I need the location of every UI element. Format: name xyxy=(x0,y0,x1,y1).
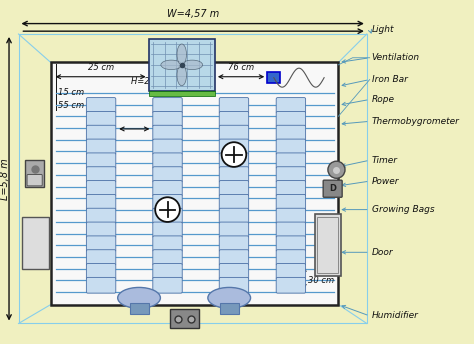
FancyBboxPatch shape xyxy=(219,264,249,279)
FancyBboxPatch shape xyxy=(153,125,182,141)
Ellipse shape xyxy=(177,65,186,86)
Text: 55 cm: 55 cm xyxy=(58,101,84,110)
FancyBboxPatch shape xyxy=(153,98,182,113)
FancyBboxPatch shape xyxy=(276,250,306,266)
FancyBboxPatch shape xyxy=(86,277,116,293)
FancyBboxPatch shape xyxy=(219,167,249,182)
FancyBboxPatch shape xyxy=(276,194,306,210)
FancyBboxPatch shape xyxy=(153,208,182,224)
Bar xyxy=(22,217,49,269)
FancyBboxPatch shape xyxy=(219,236,249,251)
Text: H=2,74 m: H=2,74 m xyxy=(131,77,174,86)
FancyBboxPatch shape xyxy=(276,181,306,196)
Bar xyxy=(25,160,44,187)
Text: D: D xyxy=(329,184,336,193)
Text: Light: Light xyxy=(372,25,394,34)
FancyBboxPatch shape xyxy=(219,153,249,169)
Circle shape xyxy=(222,142,246,167)
Bar xyxy=(220,303,239,314)
Ellipse shape xyxy=(161,60,182,69)
FancyBboxPatch shape xyxy=(323,180,342,197)
FancyBboxPatch shape xyxy=(276,236,306,251)
FancyBboxPatch shape xyxy=(153,111,182,127)
FancyBboxPatch shape xyxy=(276,277,306,293)
FancyBboxPatch shape xyxy=(276,125,306,141)
Bar xyxy=(318,217,338,273)
FancyBboxPatch shape xyxy=(86,98,116,113)
Bar xyxy=(129,303,148,314)
FancyBboxPatch shape xyxy=(219,98,249,113)
FancyBboxPatch shape xyxy=(276,264,306,279)
FancyBboxPatch shape xyxy=(219,181,249,196)
FancyBboxPatch shape xyxy=(276,153,306,169)
FancyBboxPatch shape xyxy=(86,181,116,196)
Text: Growing Bags: Growing Bags xyxy=(372,205,434,214)
Text: 30 cm: 30 cm xyxy=(308,276,334,285)
FancyBboxPatch shape xyxy=(153,153,182,169)
Bar xyxy=(148,39,215,91)
Bar xyxy=(315,214,341,276)
FancyBboxPatch shape xyxy=(27,174,42,186)
Circle shape xyxy=(328,161,345,178)
FancyBboxPatch shape xyxy=(86,236,116,251)
Ellipse shape xyxy=(177,44,186,65)
FancyBboxPatch shape xyxy=(276,111,306,127)
Text: Door: Door xyxy=(372,248,393,257)
FancyBboxPatch shape xyxy=(219,125,249,141)
Text: Iron Bar: Iron Bar xyxy=(372,75,408,84)
FancyBboxPatch shape xyxy=(276,222,306,238)
FancyBboxPatch shape xyxy=(219,194,249,210)
Ellipse shape xyxy=(182,60,203,69)
FancyBboxPatch shape xyxy=(219,139,249,155)
Bar xyxy=(170,309,199,328)
FancyBboxPatch shape xyxy=(276,98,306,113)
Circle shape xyxy=(155,197,180,222)
Text: Power: Power xyxy=(372,176,399,186)
FancyBboxPatch shape xyxy=(153,181,182,196)
FancyBboxPatch shape xyxy=(276,167,306,182)
Text: 15 cm: 15 cm xyxy=(58,88,84,97)
FancyBboxPatch shape xyxy=(276,208,306,224)
FancyBboxPatch shape xyxy=(153,250,182,266)
Text: Humidifier: Humidifier xyxy=(372,311,419,320)
FancyBboxPatch shape xyxy=(86,222,116,238)
FancyBboxPatch shape xyxy=(86,153,116,169)
Text: Rope: Rope xyxy=(372,95,394,104)
FancyBboxPatch shape xyxy=(86,125,116,141)
FancyBboxPatch shape xyxy=(219,222,249,238)
Text: W=4,57 m: W=4,57 m xyxy=(166,9,219,19)
Ellipse shape xyxy=(208,288,251,308)
FancyBboxPatch shape xyxy=(153,167,182,182)
Text: 25 cm: 25 cm xyxy=(88,63,114,72)
FancyBboxPatch shape xyxy=(86,167,116,182)
FancyBboxPatch shape xyxy=(86,194,116,210)
Text: Thermobygrometer: Thermobygrometer xyxy=(372,117,459,126)
FancyBboxPatch shape xyxy=(153,194,182,210)
Ellipse shape xyxy=(118,288,160,308)
Text: 76 cm: 76 cm xyxy=(228,63,254,72)
Bar xyxy=(267,72,281,83)
Text: Ventilation: Ventilation xyxy=(372,53,419,62)
FancyBboxPatch shape xyxy=(86,264,116,279)
FancyBboxPatch shape xyxy=(86,111,116,127)
FancyBboxPatch shape xyxy=(86,139,116,155)
FancyBboxPatch shape xyxy=(219,277,249,293)
FancyBboxPatch shape xyxy=(219,208,249,224)
FancyBboxPatch shape xyxy=(153,222,182,238)
FancyBboxPatch shape xyxy=(153,236,182,251)
FancyBboxPatch shape xyxy=(219,250,249,266)
FancyBboxPatch shape xyxy=(276,139,306,155)
FancyBboxPatch shape xyxy=(153,264,182,279)
Bar xyxy=(51,63,338,304)
FancyBboxPatch shape xyxy=(153,139,182,155)
Text: L=5,8 m: L=5,8 m xyxy=(0,158,10,200)
FancyBboxPatch shape xyxy=(86,208,116,224)
FancyBboxPatch shape xyxy=(153,277,182,293)
FancyBboxPatch shape xyxy=(219,111,249,127)
Text: Timer: Timer xyxy=(372,156,398,165)
Bar xyxy=(148,91,215,96)
FancyBboxPatch shape xyxy=(86,250,116,266)
